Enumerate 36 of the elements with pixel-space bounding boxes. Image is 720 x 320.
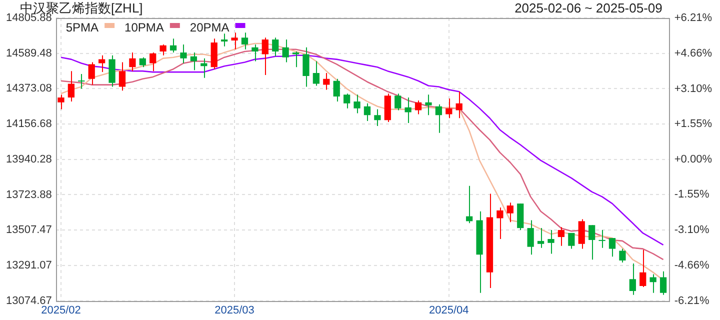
- candlestick: [231, 32, 238, 50]
- y-tick-label: 13291.07: [6, 259, 52, 272]
- y2-tick-label: +0.00%: [674, 153, 712, 166]
- candlestick: [180, 44, 187, 64]
- candlestick: [548, 230, 554, 254]
- y2-tick-label: -1.55%: [674, 188, 710, 201]
- legend-label: 20PMA: [190, 20, 230, 34]
- candlestick: [374, 108, 381, 126]
- candlestick: [302, 46, 310, 88]
- candlestick: [476, 210, 483, 294]
- y2-tick-label: +1.55%: [674, 118, 712, 130]
- y-tick-label: 14373.08: [6, 82, 52, 95]
- y2-tick-label: -4.66%: [674, 260, 710, 272]
- candlestick: [108, 54, 116, 88]
- candlestick: [58, 94, 64, 110]
- y2-tick-label: -6.21%: [674, 294, 710, 307]
- y-tick-label: 13723.88: [6, 188, 52, 201]
- y-tick-label: 13507.47: [6, 224, 52, 236]
- candlestick: [496, 206, 504, 240]
- candlestick: [425, 94, 432, 116]
- y2-tick-label: -3.10%: [674, 224, 710, 236]
- legend-label: 5PMA: [66, 20, 99, 34]
- x-tick-label: 2025/02: [41, 304, 81, 316]
- chart-subtitle: 2025-02-06 ~ 2025-05-09: [514, 0, 662, 16]
- y-tick-label: 13940.28: [6, 153, 52, 166]
- x-tick-label: 2025/03: [214, 304, 254, 316]
- y-tick-label: 13074.67: [6, 294, 52, 307]
- candlestick: [354, 94, 360, 114]
- y-tick-label: 14589.48: [6, 47, 52, 60]
- y2-tick-label: +3.10%: [674, 82, 712, 95]
- x-tick-label: 2025/04: [429, 304, 469, 316]
- y-tick-label: 14805.88: [6, 12, 52, 24]
- y2-tick-label: +6.21%: [674, 12, 712, 24]
- y2-tick-label: +4.66%: [674, 47, 712, 60]
- y-tick-label: 14156.68: [6, 118, 52, 130]
- legend-label: 10PMA: [124, 20, 164, 34]
